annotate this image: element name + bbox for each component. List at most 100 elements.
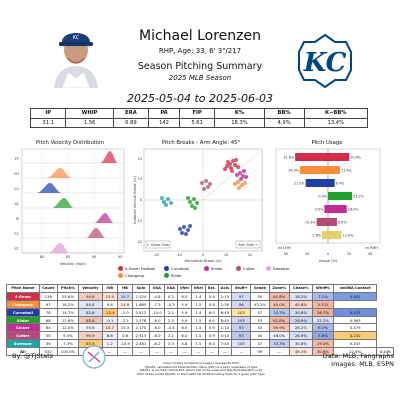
pitch-stat-cell: 33.3% xyxy=(268,307,290,317)
pitch-stat-cell: 30.8% xyxy=(288,339,313,349)
pitch-stat-cell: 26.9% xyxy=(288,331,313,341)
summary-value: 31.1 xyxy=(29,117,67,128)
break-cluster-slider xyxy=(186,196,199,210)
pitch-stat-cell: 9.8 xyxy=(101,299,118,309)
pitch-stat-cell: 100.0% xyxy=(56,347,80,357)
velocity-distribution-chart: FF CH CU SL SI FC ST 80 85 90 95 Velocit… xyxy=(14,148,125,266)
usage-label-lhh: 10.9% xyxy=(305,221,317,225)
velocity-label-fc: FC xyxy=(14,232,19,236)
summary-value: 1.56 xyxy=(65,117,114,128)
pitch-row-sinker: Sinker 64 12.0% 93.6 10.7 15.3 2,170 -6.0 -0.4 6.… xyxy=(6,323,394,333)
legend-dot xyxy=(266,266,271,271)
pitch-stat-cell: 6:45 xyxy=(217,307,233,317)
usage-bar-rhh xyxy=(328,153,350,161)
summary-header: IP xyxy=(29,108,67,119)
summary-stats-table: IP WHIP ERA PA FIP K% BB% K−BB% 31.1 1.5… xyxy=(29,108,369,128)
pitch-table-header: Count xyxy=(38,284,58,293)
pitch-stat-cell: 25.6% xyxy=(56,291,80,301)
legend-dot xyxy=(236,266,241,271)
pitch-break-chart: 20 10 0 -10 -20 -20 -10 0 10 20 Horizont… xyxy=(133,148,263,263)
break-xtick: 0 xyxy=(202,253,204,257)
pitch-stat-cell: — xyxy=(148,347,165,357)
pitch-stat-cell: 94.6 xyxy=(78,291,103,301)
pitch-table-header: hAA xyxy=(163,284,178,293)
pitch-row-cutter: Cutter 50 9.4% 90.9 8.6 0.6 2,513 -6.0 2.1 6.0 1.5… xyxy=(6,331,394,341)
pitch-stat-cell: 2,170 xyxy=(132,323,150,333)
usage-label-lhh: 21.5% xyxy=(294,182,306,186)
usage-tick: 20 xyxy=(305,252,309,256)
pitch-stat-cell: 2.1 xyxy=(163,331,178,341)
velocity-tick: 85 xyxy=(66,255,70,259)
legend-dot xyxy=(164,273,169,278)
usage-label-rhh: 8.6% xyxy=(338,221,347,225)
note-line: Colour Coding Compares to League Average… xyxy=(162,361,240,365)
pitch-table-header: iVB xyxy=(101,284,118,293)
pitch-stat-cell: 1,865 xyxy=(132,299,150,309)
pitch-stat-cell: 0.479 xyxy=(333,323,378,333)
usage-bar-rhh xyxy=(328,166,341,174)
pitch-stat-cell: -8.0 xyxy=(148,315,165,325)
break-xtick: -20 xyxy=(153,253,159,257)
summary-value: 6.89 xyxy=(112,117,150,128)
pitch-table-header: Velocity xyxy=(78,284,103,293)
pitch-stat-cell: 0.210 xyxy=(333,331,378,341)
pitch-stat-cell: 2.5 xyxy=(163,315,178,325)
pitch-stat-cell: -0.3 xyxy=(163,299,178,309)
summary-header: PA xyxy=(148,108,180,119)
pitch-stat-cell: 8.6 xyxy=(101,331,118,341)
pitch-stat-cell: 39 xyxy=(38,339,58,349)
break-cluster-cutter xyxy=(200,179,212,191)
pitch-stat-cell: 1:30 xyxy=(217,299,233,309)
summary-value-row: 31.1 1.56 6.89 142 5.61 18.3% 4.9% 13.4% xyxy=(29,117,369,128)
velocity-axis-label: Velocity (mph) xyxy=(60,262,87,266)
pitch-stat-cell: 12.8% xyxy=(56,315,80,325)
pitch-stat-cell: 6.0 xyxy=(204,339,219,349)
pitch-stat-cell: -4.8 xyxy=(148,291,165,301)
pitch-row-sweeper: Sweeper 39 7.3% 83.9 1.2 -10.9 2,481 -8.2 3.3 5.8… xyxy=(6,339,394,349)
summary-value: 4.9% xyxy=(263,117,305,128)
pitch-stat-cell: 26.9% xyxy=(288,315,313,325)
pitch-stat-cell: 5.9 xyxy=(176,307,192,317)
player-headshot: KC xyxy=(48,22,104,88)
velocity-label-st: ST xyxy=(15,247,20,251)
pitch-stat-cell: -8.2 xyxy=(148,339,165,349)
team-logo-text: KC xyxy=(303,48,347,78)
pitch-stat-cell: 99 xyxy=(250,347,270,357)
color-coding-note: Colour Coding Compares to League Average… xyxy=(115,361,287,376)
pitch-stat-cell: 78 xyxy=(38,307,58,317)
pitch-stat-cell: -12.4 xyxy=(101,307,118,317)
break-cluster-sinker xyxy=(235,169,248,181)
pitch-stat-cell: 12.0% xyxy=(56,323,80,333)
pitch-stat-cell: 1.5 xyxy=(190,339,206,349)
pitch-stat-cell: 1.5 xyxy=(190,299,206,309)
usage-tick: 40 xyxy=(368,252,372,256)
usage-bar-lhh xyxy=(295,153,328,161)
pitch-stat-cell: 45 xyxy=(250,323,270,333)
break-chart-title: Pitch Breaks - Arm Angle: 45° xyxy=(161,140,241,146)
byline: By: @TJStats xyxy=(12,352,54,360)
pitch-stat-cell: -10.0 xyxy=(148,307,165,317)
pitch-stat-cell: 6.0 xyxy=(176,291,192,301)
break-xtick: 20 xyxy=(248,253,252,257)
pitch-stat-cell: 22.2% xyxy=(311,315,335,325)
pitch-stat-cell: 22.6% xyxy=(333,347,378,357)
credit-images: Images: MLB, ESPN xyxy=(331,360,394,368)
pitch-stats-table: Pitch Name Count Pitch% Velocity iVB HB Spin VA… xyxy=(6,284,394,357)
break-ytick: -20 xyxy=(136,240,142,244)
velocity-row-ff xyxy=(22,151,124,164)
usage-label-rhh: 23.2% xyxy=(353,195,365,199)
break-xtick: 10 xyxy=(224,253,228,257)
pitch-stat-cell: 103 xyxy=(231,307,252,317)
pitch-name-cell: 4-Seam xyxy=(6,291,40,301)
pitch-stat-cell: 0.247 xyxy=(333,339,378,349)
pitch-stat-cell: 90.9 xyxy=(78,331,103,341)
pitch-stat-cell: 105 xyxy=(231,315,252,325)
usage-tick: 20 xyxy=(347,252,351,256)
usage-chart-title: Pitch Usage xyxy=(311,140,343,146)
usage-label-rhh: 11.6% xyxy=(341,169,353,173)
pitch-stat-cell: 29.4% xyxy=(311,339,335,349)
pitch-name-cell: Cutter xyxy=(6,331,40,341)
pitch-name-cell: Sinker xyxy=(6,323,40,333)
pitch-stat-cell: 1:15 xyxy=(217,291,233,301)
legend-dot xyxy=(204,266,209,271)
